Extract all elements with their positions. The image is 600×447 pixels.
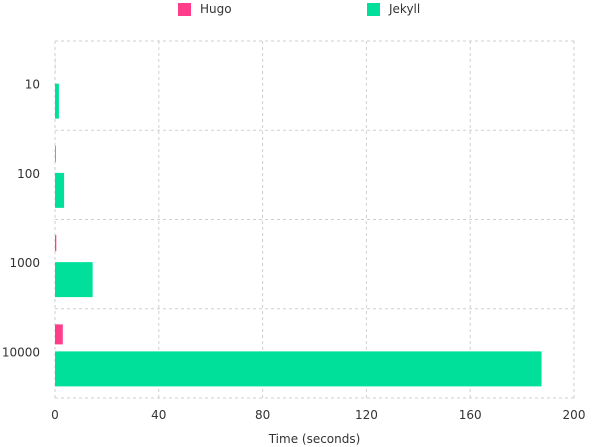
legend-swatch-hugo — [178, 2, 191, 16]
y-tick-label-1000: 1000 — [9, 256, 40, 270]
bar-jekyll-10000 — [55, 351, 542, 387]
legend-label-hugo: Hugo — [200, 2, 232, 16]
legend-label-jekyll: Jekyll — [389, 2, 421, 16]
x-tick-label-160: 160 — [459, 408, 482, 422]
y-tick-label-10000: 10000 — [2, 345, 40, 359]
x-tick-label-80: 80 — [255, 408, 270, 422]
bar-hugo-1000 — [55, 235, 57, 252]
bar-jekyll-10 — [55, 83, 59, 119]
bar-jekyll-1000 — [55, 262, 93, 298]
bar-jekyll-100 — [55, 172, 65, 208]
legend-swatch-jekyll — [367, 2, 380, 16]
x-tick-label-0: 0 — [51, 408, 59, 422]
x-tick-label-200: 200 — [563, 408, 586, 422]
legend-item-hugo: Hugo — [178, 0, 232, 18]
bar-hugo-10000 — [55, 324, 63, 345]
legend: Hugo Jekyll — [0, 0, 600, 20]
x-tick-label-40: 40 — [151, 408, 166, 422]
x-tick-label-120: 120 — [355, 408, 378, 422]
y-tick-label-100: 100 — [17, 167, 40, 181]
x-axis-title: Time (seconds) — [268, 432, 361, 446]
y-tick-label-10: 10 — [25, 78, 40, 92]
bar-hugo-100 — [55, 145, 56, 162]
legend-item-jekyll: Jekyll — [367, 0, 420, 18]
